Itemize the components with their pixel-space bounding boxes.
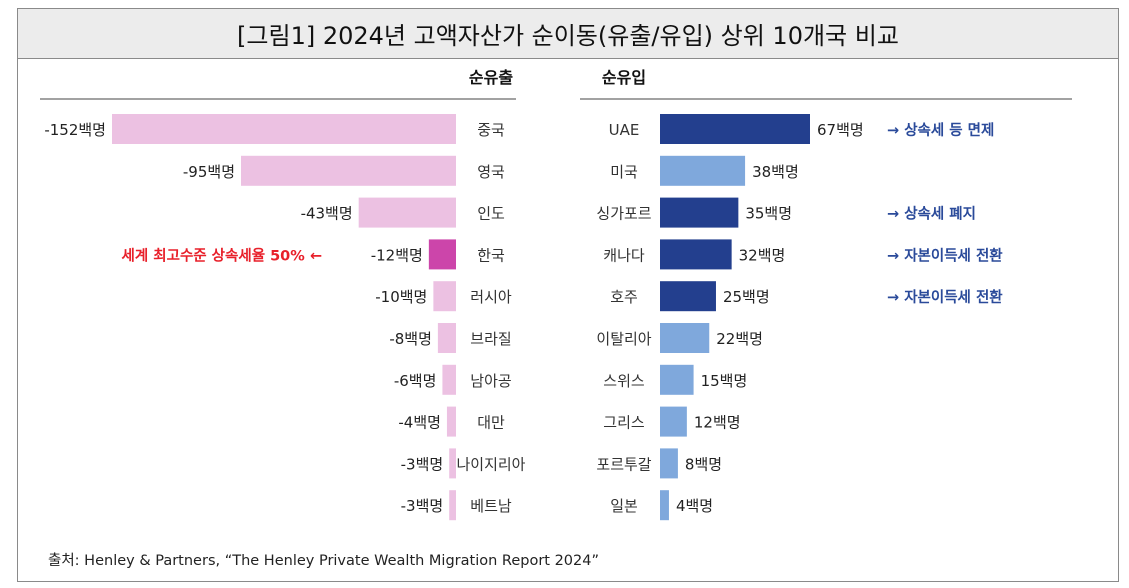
outflow-category-label: 나이지리아	[456, 455, 525, 473]
outflow-bar	[428, 239, 456, 270]
inflow-category-label: 미국	[610, 163, 638, 181]
inflow-value-label: 15백명	[701, 372, 748, 390]
inflow-bar	[660, 364, 694, 395]
outflow-bar	[449, 490, 456, 521]
outflow-value-label: -12백명	[371, 246, 423, 264]
outflow-category-label: 대만	[477, 414, 505, 432]
chart-title: [그림1] 2024년 고액자산가 순이동(유출/유입) 상위 10개국 비교	[237, 22, 899, 50]
inflow-annotation: → 자본이득세 전환	[887, 288, 1003, 306]
outflow-category-label: 베트남	[470, 497, 512, 515]
outflow-bar	[433, 281, 456, 312]
inflow-bar	[660, 406, 687, 437]
inflow-bar	[660, 323, 710, 353]
outflow-category-label: 러시아	[470, 288, 512, 306]
inflow-value-label: 4백명	[676, 497, 713, 515]
inflow-bar	[660, 239, 732, 270]
outflow-category-label: 중국	[477, 121, 505, 139]
outflow-category-label: 인도	[477, 205, 505, 223]
inflow-bar	[660, 114, 810, 144]
source-note: 출처: Henley & Partners, “The Henley Priva…	[48, 553, 599, 569]
inflow-category-label: UAE	[609, 121, 640, 139]
inflow-annotation: → 상속세 등 면제	[887, 122, 994, 139]
outflow-bar	[449, 448, 456, 479]
outflow-bar	[437, 323, 456, 353]
inflow-bar	[660, 281, 716, 312]
outflow-bar	[112, 114, 456, 144]
figure-frame: [그림1] 2024년 고액자산가 순이동(유출/유입) 상위 10개국 비교 …	[17, 8, 1119, 582]
inflow-category-label: 스위스	[603, 372, 645, 390]
outflow-header: 순유출	[469, 68, 513, 87]
outflow-value-label: -43백명	[301, 205, 353, 223]
inflow-bar	[660, 155, 746, 186]
inflow-value-label: 25백명	[723, 288, 770, 306]
outflow-value-label: -6백명	[394, 372, 437, 390]
inflow-bar	[660, 448, 678, 479]
outflow-bar	[241, 155, 456, 186]
outflow-value-label: -3백명	[401, 455, 444, 473]
inflow-category-label: 그리스	[603, 414, 645, 432]
title-bar: [그림1] 2024년 고액자산가 순이동(유출/유입) 상위 10개국 비교	[18, 9, 1118, 59]
inflow-value-label: 67백명	[817, 121, 864, 139]
outflow-category-label: 남아공	[470, 372, 511, 390]
inflow-value-label: 38백명	[752, 163, 799, 181]
inflow-value-label: 35백명	[745, 205, 792, 223]
outflow-category-label: 브라질	[470, 330, 511, 348]
outflow-bar	[442, 364, 456, 395]
inflow-category-label: 싱가포르	[596, 205, 651, 223]
outflow-value-label: -95백명	[183, 163, 235, 181]
inflow-value-label: 22백명	[716, 330, 763, 348]
outflow-annotation: 세계 최고수준 상속세율 50% ←	[122, 246, 322, 264]
outflow-value-label: -152백명	[44, 121, 106, 139]
inflow-value-label: 8백명	[685, 455, 722, 473]
inflow-category-label: 포르투갈	[596, 455, 651, 473]
inflow-header: 순유입	[602, 68, 646, 87]
outflow-category-label: 영국	[477, 163, 505, 181]
inflow-value-label: 32백명	[739, 246, 786, 264]
inflow-category-label: 일본	[610, 497, 638, 515]
inflow-category-label: 이탈리아	[596, 330, 651, 348]
inflow-category-label: 캐나다	[603, 246, 645, 264]
inflow-bar	[660, 197, 739, 228]
inflow-annotation: → 상속세 폐지	[887, 206, 976, 223]
inflow-bar	[660, 490, 669, 521]
outflow-bar	[358, 197, 456, 228]
outflow-value-label: -10백명	[375, 288, 427, 306]
outflow-value-label: -3백명	[401, 497, 444, 515]
inflow-value-label: 12백명	[694, 414, 741, 432]
outflow-category-label: 한국	[477, 246, 505, 264]
outflow-bar	[446, 406, 456, 437]
inflow-category-label: 호주	[610, 288, 638, 306]
outflow-value-label: -4백명	[398, 414, 441, 432]
inflow-annotation: → 자본이득세 전환	[887, 246, 1003, 264]
outflow-value-label: -8백명	[389, 330, 432, 348]
